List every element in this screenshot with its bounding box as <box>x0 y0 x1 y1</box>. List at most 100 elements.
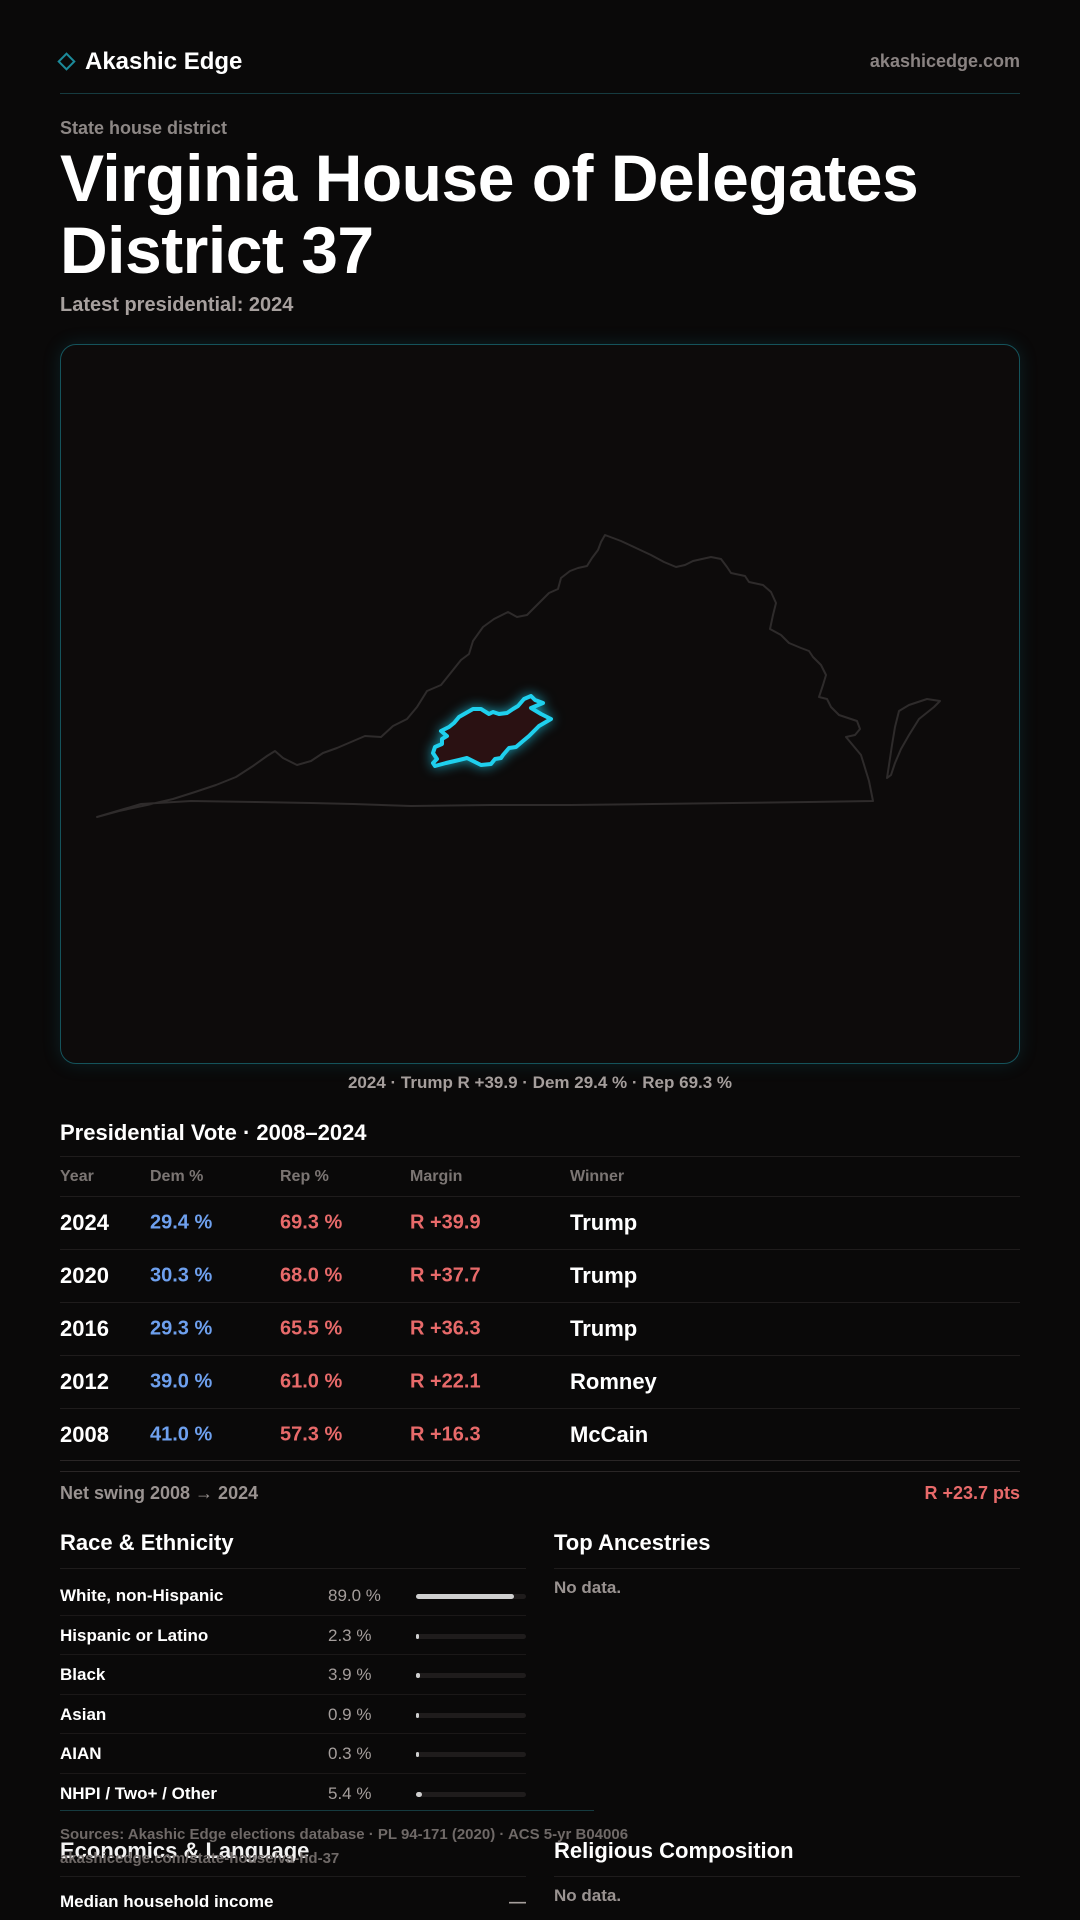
sources-note: Sources: Akashic Edge elections database… <box>60 1826 629 1843</box>
race-bar-track <box>416 1791 526 1797</box>
virginia-map <box>96 534 941 818</box>
column-header-margin: Margin <box>410 1167 463 1185</box>
race-label: Black <box>60 1665 106 1685</box>
page-url-link[interactable]: akashicedge.com/state-house/va-hd-37 <box>60 1850 340 1867</box>
top-bar: Akashic Edge akashicedge.com <box>57 44 1020 94</box>
race-bar-fill <box>416 1712 419 1718</box>
race-bar-track <box>416 1752 526 1758</box>
race-bar-fill <box>416 1594 514 1599</box>
race-value: 89.0 % <box>328 1586 381 1605</box>
race-value: 2.3 % <box>328 1625 372 1645</box>
brand-name: Akashic Edge <box>85 47 243 75</box>
race-row: Black 3.9 % <box>60 1655 526 1695</box>
winner-cell: Trump <box>570 1210 638 1235</box>
race-label: Hispanic or Latino <box>60 1625 209 1645</box>
race-row: NHPI / Two+ / Other 5.4 % <box>60 1774 526 1814</box>
net-swing-label: Net swing 2008 → 2024 <box>60 1483 259 1503</box>
winner-cell: Trump <box>570 1263 638 1288</box>
table-row: 2024 29.4 % 69.3 % R +39.9 Trump <box>60 1196 1020 1249</box>
table-row: 2012 39.0 % 61.0 % R +22.1 Romney <box>60 1355 1020 1408</box>
winner-cell: Romney <box>570 1369 657 1394</box>
race-bar-fill <box>416 1673 420 1679</box>
race-bar-track <box>416 1633 526 1639</box>
table-row: 2016 29.3 % 65.5 % R +36.3 Trump <box>60 1302 1020 1355</box>
ancestries-empty: No data. <box>554 1578 622 1597</box>
column-header-rep: Rep % <box>280 1167 329 1185</box>
brand[interactable]: Akashic Edge <box>57 47 243 76</box>
race-value: 0.3 % <box>328 1744 372 1764</box>
net-swing: Net swing 2008 → 2024 R +23.7 pts <box>60 1483 1020 1504</box>
dem-cell: 29.4 % <box>150 1211 213 1234</box>
race-list: White, non-Hispanic 89.0 % Hispanic or Lat… <box>60 1576 526 1814</box>
presidential-heading: Presidential Vote · 2008–2024 <box>60 1120 367 1145</box>
district-map[interactable] <box>60 344 1020 1064</box>
race-value: 5.4 % <box>328 1783 372 1803</box>
race-row: White, non-Hispanic 89.0 % <box>60 1576 526 1616</box>
race-label: AIAN <box>60 1744 102 1764</box>
rep-cell: 68.0 % <box>280 1264 343 1287</box>
district-37-shape[interactable] <box>431 694 553 768</box>
margin-cell: R +39.9 <box>410 1211 481 1234</box>
race-bar-fill <box>416 1791 422 1797</box>
presidential-table: Year Dem % Rep % Margin Winner 2024 29.4… <box>60 1156 1020 1461</box>
swing-divider <box>60 1471 1020 1472</box>
column-header-year: Year <box>60 1167 94 1185</box>
religion-empty: No data. <box>554 1886 622 1905</box>
margin-cell: R +16.3 <box>410 1423 481 1446</box>
column-header-dem: Dem % <box>150 1167 204 1185</box>
margin-cell: R +37.7 <box>410 1264 481 1287</box>
winner-cell: Trump <box>570 1316 638 1341</box>
virginia-outline <box>96 534 874 818</box>
year-cell: 2008 <box>60 1422 109 1447</box>
race-bar-fill <box>416 1752 419 1758</box>
race-value: 3.9 % <box>328 1665 372 1685</box>
race-row: Asian 0.9 % <box>60 1695 526 1735</box>
economics-heading: Economics & Language <box>60 1838 526 1877</box>
winner-cell: McCain <box>570 1422 649 1447</box>
map-caption: 2024 · Trump R +39.9 · Dem 29.4 % · Rep … <box>347 1073 733 1092</box>
dem-cell: 39.0 % <box>150 1370 213 1393</box>
year-cell: 2020 <box>60 1263 109 1288</box>
year-cell: 2012 <box>60 1369 109 1394</box>
race-value: 0.9 % <box>328 1704 372 1724</box>
religion-heading: Religious Composition <box>554 1838 1020 1877</box>
dem-cell: 30.3 % <box>150 1264 213 1287</box>
table-row: 2008 41.0 % 57.3 % R +16.3 McCain <box>60 1408 1020 1461</box>
ancestries-heading: Top Ancestries <box>554 1530 1020 1569</box>
race-label: Asian <box>60 1704 107 1724</box>
median-income-label: Median household income <box>60 1892 274 1911</box>
footer-divider <box>60 1810 594 1811</box>
rep-cell: 61.0 % <box>280 1370 343 1393</box>
table-row: 2020 30.3 % 68.0 % R +37.7 Trump <box>60 1249 1020 1302</box>
rep-cell: 65.5 % <box>280 1317 343 1340</box>
rep-cell: 69.3 % <box>280 1211 343 1234</box>
year-cell: 2024 <box>60 1210 109 1235</box>
dem-cell: 29.3 % <box>150 1317 213 1340</box>
site-url-link[interactable]: akashicedge.com <box>869 51 1020 71</box>
median-income-row: Median household income — <box>60 1892 526 1912</box>
race-bar-fill <box>416 1633 419 1639</box>
race-row: Hispanic or Latino 2.3 % <box>60 1616 526 1656</box>
table-header-row: Year Dem % Rep % Margin Winner <box>60 1156 1020 1196</box>
margin-cell: R +22.1 <box>410 1370 481 1393</box>
virginia-eastern-shore <box>886 698 941 779</box>
page-title: Virginia House of Delegates District 37 <box>60 141 919 287</box>
race-row: AIAN 0.3 % <box>60 1734 526 1774</box>
margin-cell: R +36.3 <box>410 1317 481 1340</box>
column-header-winner: Winner <box>570 1167 625 1185</box>
year-cell: 2016 <box>60 1316 109 1341</box>
diamond-logo-icon <box>57 52 76 71</box>
dem-cell: 41.0 % <box>150 1423 213 1446</box>
district-type: State house district <box>60 118 228 138</box>
rep-cell: 57.3 % <box>280 1423 343 1446</box>
race-heading: Race & Ethnicity <box>60 1530 526 1569</box>
median-income-value: — <box>509 1892 526 1911</box>
race-label: NHPI / Two+ / Other <box>60 1783 217 1803</box>
net-swing-value: R +23.7 pts <box>924 1483 1020 1503</box>
race-bar-track <box>416 1712 526 1718</box>
race-label: White, non-Hispanic <box>60 1586 224 1605</box>
table-divider <box>60 1460 1020 1461</box>
race-bar-track <box>416 1594 526 1599</box>
latest-presidential: Latest presidential: 2024 <box>60 294 294 316</box>
race-bar-track <box>416 1673 526 1679</box>
